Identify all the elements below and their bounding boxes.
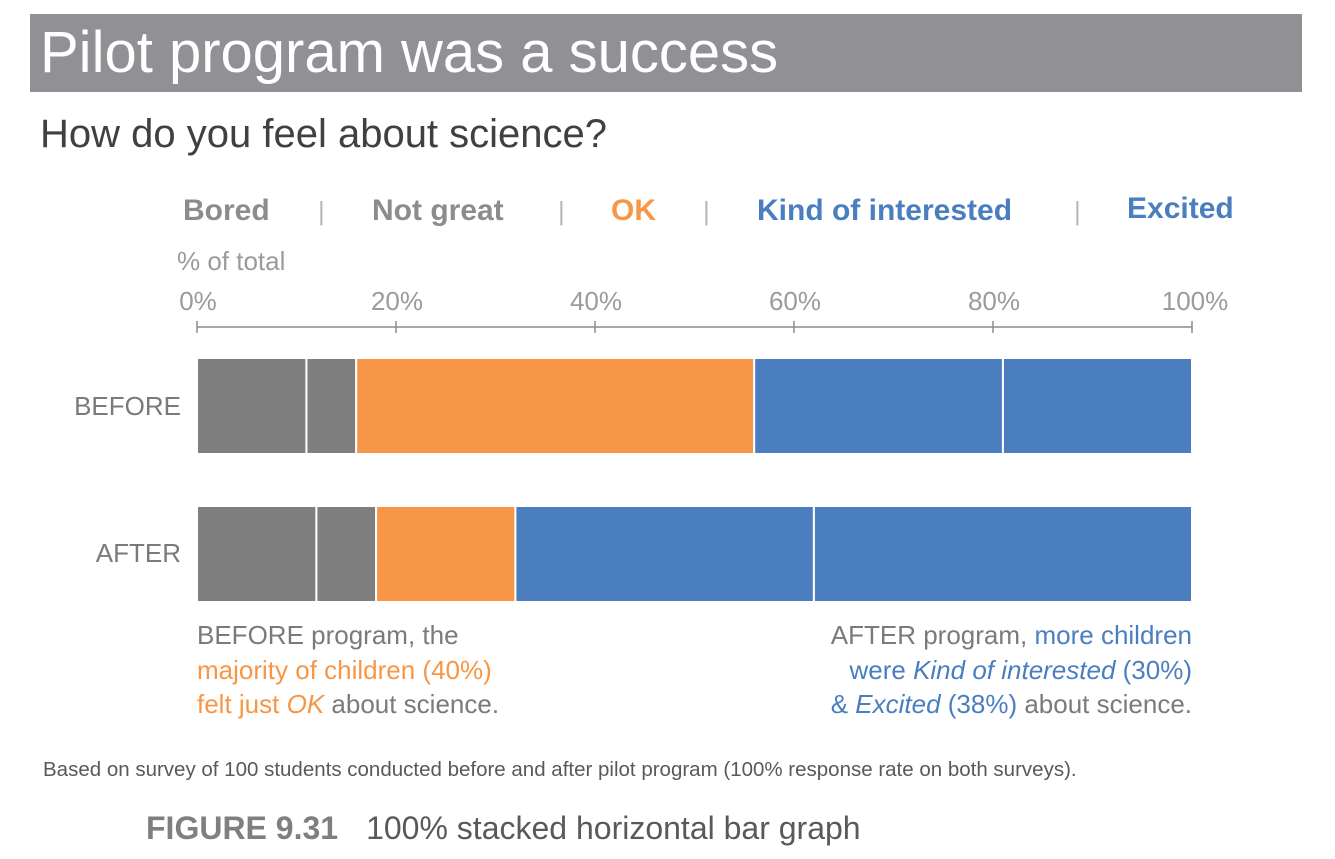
bar-segment-after-excited — [812, 505, 1194, 603]
annotation-text: & — [830, 689, 856, 719]
annotation-text: (38%) — [940, 689, 1018, 719]
bar-segment-before-kind-of-interested — [753, 357, 1004, 455]
bar-group — [196, 357, 1194, 603]
row-label-after: AFTER — [95, 538, 181, 568]
legend-separator: | — [558, 196, 565, 226]
x-axis-title: % of total — [177, 246, 286, 276]
bar-segment-after-ok — [375, 505, 517, 603]
annotation-after: AFTER program, more children were Kind o… — [831, 618, 1192, 722]
bar-segment-before-ok — [355, 357, 756, 455]
annotation-text: more children — [1034, 620, 1192, 650]
annotation-line: BEFORE program, the — [197, 620, 459, 650]
bar-segment-before-excited — [1001, 357, 1194, 455]
annotation-line: majority of children (40%) — [197, 654, 492, 685]
legend-separator: | — [1074, 196, 1081, 226]
bar-segment-after-bored — [196, 505, 318, 603]
x-tick-label: 0% — [179, 286, 217, 316]
annotation-text: Kind of interested — [913, 654, 1116, 685]
annotation-text: were — [849, 654, 914, 685]
bar-segment-before-bored — [196, 357, 308, 455]
annotation-text: about science. — [324, 689, 500, 719]
legend-item-kind-of-interested: Kind of interested — [757, 194, 1013, 227]
annotation-line: felt just OK about science. — [197, 687, 499, 722]
annotation-text: AFTER program, — [830, 620, 1035, 650]
bar-segment-after-not-great — [315, 505, 378, 603]
page-title: Pilot program was a success — [30, 14, 1302, 92]
footnote: Based on survey of 100 students conducte… — [43, 758, 1077, 781]
legend-item-bored: Bored — [183, 194, 270, 227]
annotation-text: about science. — [1017, 689, 1192, 719]
annotation-text: Excited — [855, 689, 941, 719]
x-tick-label: 20% — [370, 286, 424, 316]
legend-separator: | — [703, 196, 710, 226]
annotation-text: OK — [286, 689, 325, 719]
annotation-line: AFTER program, more children — [831, 618, 1192, 653]
bar-segment-before-not-great — [305, 357, 358, 455]
annotation-before: BEFORE program, the majority of children… — [197, 618, 499, 722]
bar-segment-after-kind-of-interested — [514, 505, 815, 603]
legend-item-not-great: Not great — [372, 194, 504, 227]
x-tick-label: 80% — [967, 286, 1021, 316]
figure-number: FIGURE 9.31 — [146, 810, 339, 846]
legend-item-excited: Excited — [1127, 192, 1234, 225]
figure-caption-text: 100% stacked horizontal bar graph — [366, 810, 861, 846]
x-axis-ticks — [196, 321, 1193, 333]
chart-subtitle: How do you feel about science? — [40, 112, 608, 156]
row-label-before: BEFORE — [74, 391, 181, 421]
annotation-line: & Excited (38%) about science. — [831, 687, 1192, 722]
x-tick-label: 40% — [569, 286, 623, 316]
x-tick-label: 100% — [1161, 286, 1229, 316]
legend-separator: | — [318, 196, 325, 226]
legend-item-ok: OK — [611, 194, 656, 227]
x-tick-label: 60% — [768, 286, 822, 316]
figure-caption: FIGURE 9.31 100% stacked horizontal bar g… — [146, 810, 861, 847]
annotation-line: were Kind of interested (30%) — [831, 653, 1192, 688]
annotation-text: felt just — [197, 689, 287, 719]
annotation-text: (30%) — [1115, 654, 1192, 685]
